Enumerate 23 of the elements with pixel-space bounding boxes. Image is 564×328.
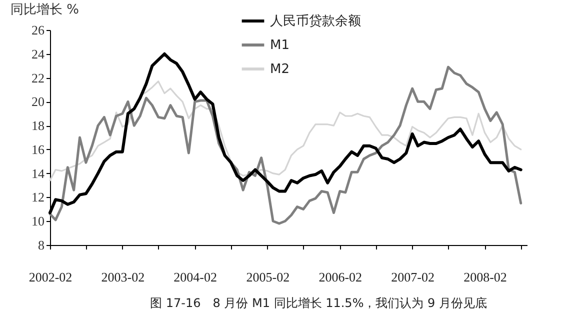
y-tick-label: 16 [32, 142, 45, 157]
y-tick-label: 12 [32, 190, 44, 205]
x-tick-label: 2003-02 [101, 270, 145, 284]
legend-label: M1 [270, 38, 290, 53]
y-tick-label: 10 [32, 214, 44, 229]
line-series [49, 80, 522, 182]
y-axis-title: 同比增长 % [10, 2, 79, 18]
legend-label: M2 [270, 62, 290, 77]
y-tick-label: 22 [32, 70, 44, 86]
y-tick-label: 18 [32, 118, 44, 134]
x-tick-label: 2002-02 [28, 270, 72, 284]
legend-label: 人民币贷款余额 [270, 14, 361, 29]
y-tick-label: 24 [32, 46, 45, 62]
x-tick-label: 2007-02 [391, 270, 434, 284]
y-tick-label: 20 [32, 94, 44, 110]
text: 图 17-16 8 月份 M1 同比增长 11.5%，我们认为 9 月份见底 [150, 296, 487, 310]
y-tick-label: 14 [32, 166, 45, 181]
y-tick-label: 8 [38, 238, 44, 252]
x-tick-label: 2005-02 [246, 270, 290, 284]
x-tick-label: 2008-02 [464, 270, 507, 284]
x-tick-label: 2004-02 [174, 270, 218, 284]
y-tick-label: 26 [32, 22, 45, 38]
x-tick-label: 2006-02 [318, 270, 362, 284]
